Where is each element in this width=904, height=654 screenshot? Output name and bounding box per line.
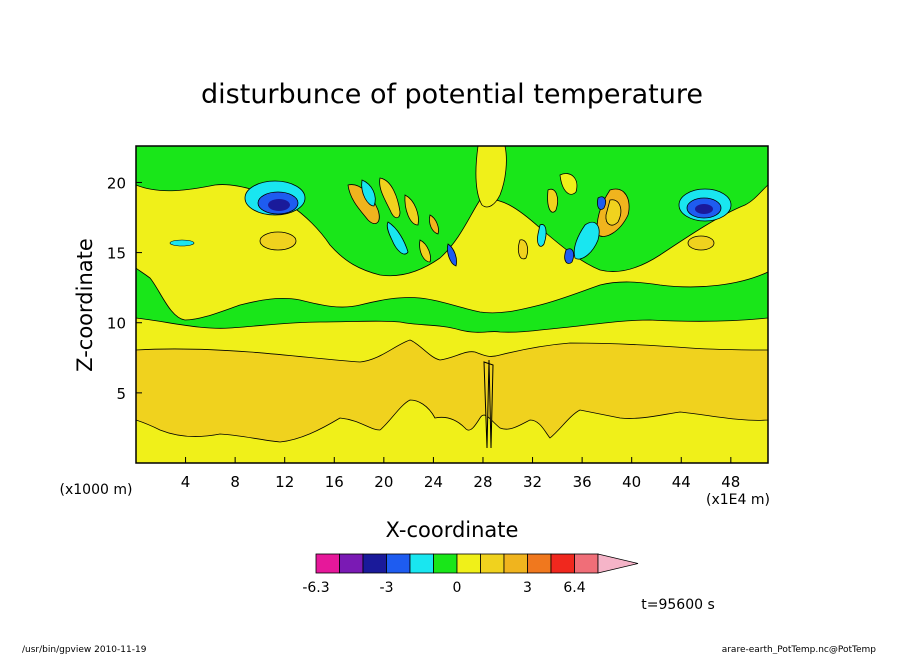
contour-orange-right bbox=[687, 235, 715, 251]
x-tick-label: 16 bbox=[325, 473, 344, 491]
colorbar-box bbox=[574, 553, 599, 574]
x-axis-ticks: 4 8 12 16 20 24 28 32 36 40 44 48 bbox=[181, 457, 740, 491]
wave-fan-right bbox=[518, 173, 630, 264]
colorbar-box bbox=[550, 553, 575, 574]
colorbar-box bbox=[315, 553, 340, 574]
y-axis-label: Z-coordinate bbox=[73, 238, 97, 372]
colorbar bbox=[315, 553, 639, 574]
contour-navy-left bbox=[268, 199, 290, 211]
x-tick-label: 12 bbox=[275, 473, 294, 491]
contour-center-column bbox=[475, 146, 507, 208]
x-tick-label: 8 bbox=[230, 473, 240, 491]
x-tick-label: 48 bbox=[721, 473, 740, 491]
colorbar-label: 6.4 bbox=[563, 580, 585, 596]
x-tick-label: 24 bbox=[424, 473, 443, 491]
colorbar-box bbox=[409, 553, 434, 574]
y-axis-ticks: 5 10 15 20 bbox=[107, 174, 142, 403]
x-tick-label: 20 bbox=[374, 473, 393, 491]
contour-spike bbox=[483, 359, 494, 449]
colorbar-box bbox=[433, 553, 458, 574]
x-axis-label: X-coordinate bbox=[386, 518, 519, 542]
wave-fan-left bbox=[347, 177, 457, 267]
contour-band-orange bbox=[136, 339, 768, 443]
footer-right: arare-earth_PotTemp.nc@PotTemp bbox=[722, 645, 877, 654]
time-label: t=95600 s bbox=[641, 597, 715, 613]
x-tick-label: 40 bbox=[622, 473, 641, 491]
colorbar-label: 3 bbox=[523, 580, 532, 596]
colorbar-box bbox=[386, 553, 411, 574]
x-tick-label: 36 bbox=[573, 473, 592, 491]
colorbar-box bbox=[503, 553, 528, 574]
colorbar-box bbox=[362, 553, 387, 574]
x-tick-label: 28 bbox=[473, 473, 492, 491]
y-tick-label: 20 bbox=[107, 174, 126, 192]
contour-cyan-small-left bbox=[169, 239, 195, 247]
colorbar-arrow bbox=[597, 553, 639, 574]
y-tick-label: 15 bbox=[107, 245, 126, 263]
chart-title: disturbunce of potential temperature bbox=[201, 79, 703, 110]
y-unit-label: (x1000 m) bbox=[60, 482, 133, 498]
footer-left: /usr/bin/gpview 2010-11-19 bbox=[22, 645, 147, 654]
y-tick-label: 5 bbox=[116, 385, 126, 403]
y-tick-label: 10 bbox=[107, 315, 126, 333]
x-tick-label: 4 bbox=[181, 473, 191, 491]
colorbar-box bbox=[527, 553, 552, 574]
colorbar-box bbox=[339, 553, 364, 574]
contour-orange-left bbox=[259, 231, 297, 251]
plot-frame bbox=[135, 145, 769, 464]
x-tick-label: 32 bbox=[523, 473, 542, 491]
colorbar-labels: -6.3 -3 0 3 6.4 bbox=[302, 580, 585, 596]
x-unit-label: (x1E4 m) bbox=[706, 492, 770, 508]
colorbar-label: -3 bbox=[380, 580, 394, 596]
contour-navy-right bbox=[695, 204, 713, 214]
colorbar-label: -6.3 bbox=[302, 580, 329, 596]
colorbar-box bbox=[480, 553, 505, 574]
plot-area bbox=[136, 146, 768, 463]
x-tick-label: 44 bbox=[672, 473, 691, 491]
colorbar-box bbox=[456, 553, 481, 574]
colorbar-label: 0 bbox=[453, 580, 462, 596]
